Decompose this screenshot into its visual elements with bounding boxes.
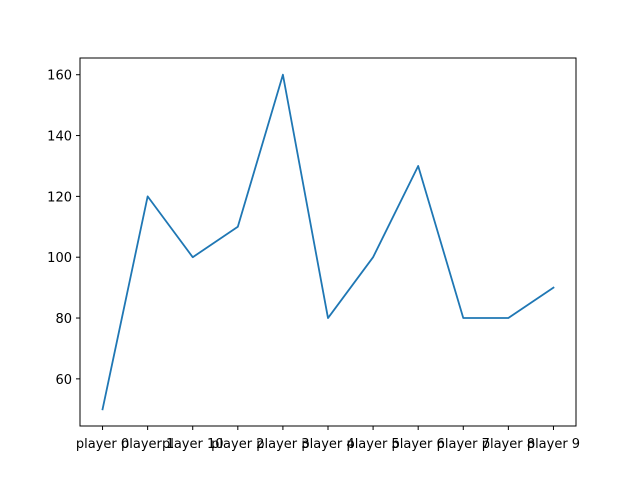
y-tick-label: 160 (47, 69, 72, 84)
y-tick-label: 60 (55, 373, 72, 388)
series-line (101, 73, 555, 411)
x-tick-label: player 10 (162, 437, 224, 452)
y-tick-label: 80 (55, 312, 72, 327)
plot-area (80, 58, 576, 426)
x-tick-label: player 3 (256, 437, 309, 452)
x-tick-label: player 6 (392, 437, 445, 452)
x-tick-label: player 4 (301, 437, 354, 452)
x-tick-label: player 2 (211, 437, 264, 452)
y-axis: 60 80 100 120 140 160 (47, 69, 80, 388)
x-tick-label: player 0 (76, 437, 129, 452)
series-layer (101, 73, 555, 411)
x-tick-label: player 1 (121, 437, 174, 452)
x-tick-label: player 8 (482, 437, 535, 452)
plot-frame (79, 57, 577, 427)
x-tick-label: player 5 (346, 437, 399, 452)
y-tick-label: 100 (47, 251, 72, 266)
x-tick-label: player 7 (437, 437, 490, 452)
y-tick-label: 140 (47, 130, 72, 145)
x-tick-label: player 9 (527, 437, 580, 452)
y-tick-label: 120 (47, 190, 72, 205)
